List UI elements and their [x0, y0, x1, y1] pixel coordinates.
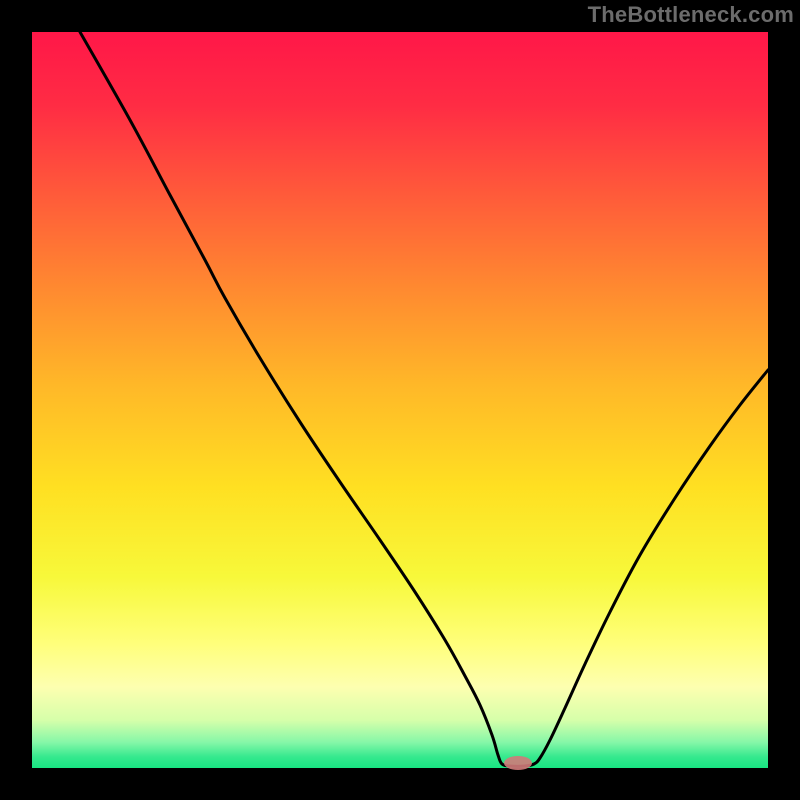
chart-svg	[0, 0, 800, 800]
watermark-text: TheBottleneck.com	[588, 2, 794, 28]
min-marker	[504, 756, 532, 770]
